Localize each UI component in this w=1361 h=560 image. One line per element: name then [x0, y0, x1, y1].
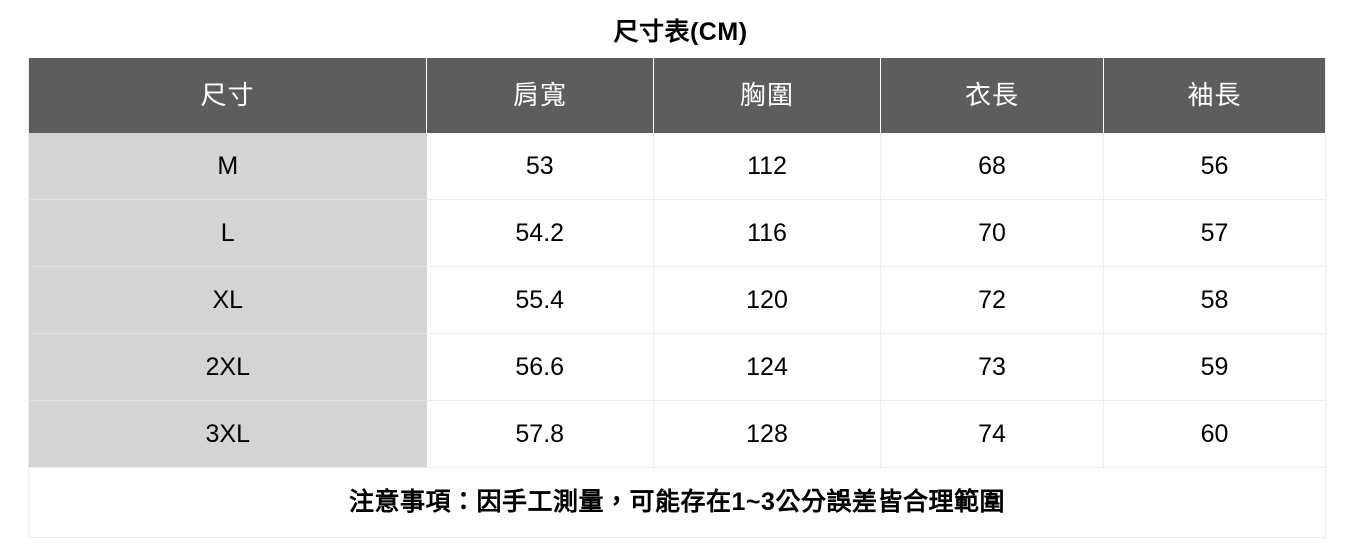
- cell-size: 2XL: [28, 333, 427, 401]
- column-header-chest: 胸圍: [653, 58, 881, 133]
- cell-shoulder: 53: [426, 133, 654, 200]
- cell-chest: 112: [653, 133, 881, 200]
- table-body: M 53 112 68 56 L 54.2 116 70 57 XL 55.4 …: [28, 133, 1326, 468]
- cell-chest: 128: [653, 400, 881, 468]
- cell-chest: 124: [653, 333, 881, 401]
- column-header-length: 衣長: [880, 58, 1104, 133]
- cell-size: 3XL: [28, 400, 427, 468]
- cell-shoulder: 56.6: [426, 333, 654, 401]
- cell-length: 68: [880, 133, 1104, 200]
- cell-sleeve: 60: [1103, 400, 1326, 468]
- column-header-shoulder: 肩寬: [426, 58, 654, 133]
- cell-sleeve: 57: [1103, 199, 1326, 267]
- table-row: M 53 112 68 56: [28, 133, 1326, 200]
- header-row: 尺寸 肩寬 胸圍 衣長 袖長: [28, 58, 1326, 133]
- column-header-size: 尺寸: [28, 58, 427, 133]
- cell-chest: 116: [653, 199, 881, 267]
- table-row: 3XL 57.8 128 74 60: [28, 400, 1326, 468]
- measurement-note: 注意事項：因手工測量，可能存在1~3公分誤差皆合理範圍: [28, 467, 1326, 538]
- note-row: 注意事項：因手工測量，可能存在1~3公分誤差皆合理範圍: [28, 467, 1326, 538]
- cell-sleeve: 59: [1103, 333, 1326, 401]
- size-table-container: 尺寸 肩寬 胸圍 衣長 袖長 M 53 112 68 56 L 54.2: [28, 58, 1326, 538]
- column-header-sleeve: 袖長: [1103, 58, 1326, 133]
- table-row: XL 55.4 120 72 58: [28, 266, 1326, 334]
- table-row: L 54.2 116 70 57: [28, 199, 1326, 267]
- cell-sleeve: 58: [1103, 266, 1326, 334]
- cell-sleeve: 56: [1103, 133, 1326, 200]
- cell-length: 72: [880, 266, 1104, 334]
- cell-chest: 120: [653, 266, 881, 334]
- table-row: 2XL 56.6 124 73 59: [28, 333, 1326, 401]
- cell-shoulder: 57.8: [426, 400, 654, 468]
- table-footer: 注意事項：因手工測量，可能存在1~3公分誤差皆合理範圍: [28, 467, 1326, 538]
- cell-size: XL: [28, 266, 427, 334]
- size-chart-table: 尺寸 肩寬 胸圍 衣長 袖長 M 53 112 68 56 L 54.2: [28, 58, 1326, 538]
- cell-shoulder: 55.4: [426, 266, 654, 334]
- table-header: 尺寸 肩寬 胸圍 衣長 袖長: [28, 58, 1326, 133]
- cell-length: 70: [880, 199, 1104, 267]
- cell-size: L: [28, 199, 427, 267]
- cell-shoulder: 54.2: [426, 199, 654, 267]
- cell-size: M: [28, 133, 427, 200]
- cell-length: 73: [880, 333, 1104, 401]
- page-title: 尺寸表(CM): [613, 18, 748, 46]
- cell-length: 74: [880, 400, 1104, 468]
